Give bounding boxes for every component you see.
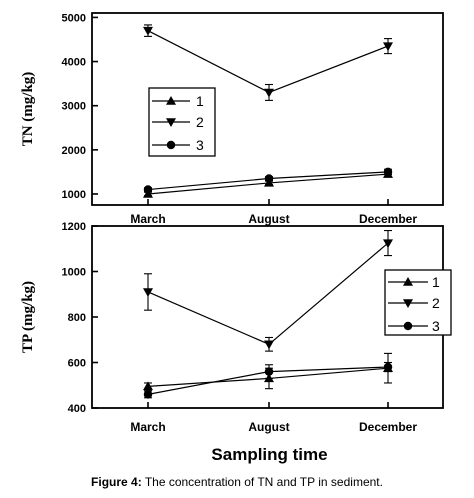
tp-series-line xyxy=(147,242,389,345)
tp-category-label: December xyxy=(359,420,417,434)
tn-data-point xyxy=(264,174,274,183)
tp-legend-marker xyxy=(403,277,413,286)
tn-category-label: December xyxy=(359,212,417,226)
tn-y-tick-label: 3000 xyxy=(62,101,86,113)
tn-series-2 xyxy=(143,24,393,101)
tp-data-point xyxy=(143,390,153,399)
tn-legend-label: 2 xyxy=(196,114,204,130)
tp-data-point xyxy=(264,340,274,350)
tn-legend-label: 1 xyxy=(196,93,204,109)
tn-legend-label: 3 xyxy=(196,137,204,153)
tp-legend-label: 3 xyxy=(432,318,440,334)
tn-legend-marker xyxy=(166,140,176,150)
tn-data-point xyxy=(264,88,274,98)
tn-data-point xyxy=(143,26,153,36)
tn-y-tick-label: 5000 xyxy=(62,12,86,24)
tn-y-tick-label: 2000 xyxy=(62,145,86,157)
tp-category-label: March xyxy=(130,420,165,434)
tp-data-point xyxy=(264,367,274,376)
tn-legend: 1 2 3 xyxy=(148,87,216,157)
tn-legend-marker xyxy=(166,96,176,105)
caption-text: The concentration of TN and TP in sedime… xyxy=(141,475,383,489)
tp-legend-marker xyxy=(403,299,413,308)
tp-y-tick-label: 800 xyxy=(68,312,86,324)
caption-label: Figure 4: xyxy=(91,475,142,489)
tp-category-label: August xyxy=(248,420,289,434)
tn-category-label: March xyxy=(130,212,165,226)
tp-y-tick-label: 1200 xyxy=(62,221,86,233)
x-axis-label: Sampling time xyxy=(211,445,327,464)
figure-caption: Figure 4: The concentration of TN and TP… xyxy=(0,475,474,489)
tp-data-point xyxy=(143,381,153,391)
tn-series-line xyxy=(147,30,389,94)
tp-data-point xyxy=(383,239,393,249)
tp-y-tick-label: 1000 xyxy=(62,267,86,279)
tn-data-point xyxy=(143,185,153,194)
tp-legend-marker xyxy=(403,321,413,331)
tn-category-label: August xyxy=(248,212,289,226)
tn-y-tick-label: 4000 xyxy=(62,57,86,69)
tp-data-point xyxy=(383,362,393,372)
tn-y-tick-label: 1000 xyxy=(62,189,86,201)
tp-panel: 400 600 800 1000 1200 March August December TP (… xyxy=(20,221,452,464)
tp-legend-label: 2 xyxy=(432,295,440,311)
tn-data-point xyxy=(383,42,393,52)
tn-legend-marker xyxy=(166,118,176,127)
tp-series-2 xyxy=(143,230,393,352)
tp-y-axis-label: TP (mg/kg) xyxy=(20,281,36,353)
tn-data-point xyxy=(383,167,393,177)
tp-y-tick-label: 400 xyxy=(68,403,86,415)
tp-data-point xyxy=(143,288,153,297)
tn-series-3 xyxy=(143,167,393,194)
tp-series-3 xyxy=(143,361,393,399)
tn-panel: 1000 2000 3000 4000 5000 March August December T… xyxy=(20,12,444,226)
tp-y-tick-label: 600 xyxy=(68,358,86,370)
tp-legend-label: 1 xyxy=(432,274,440,290)
tn-plot-frame xyxy=(91,12,444,206)
tp-legend: 1 2 3 xyxy=(384,269,452,336)
tn-y-axis-label: TN (mg/kg) xyxy=(20,72,36,147)
